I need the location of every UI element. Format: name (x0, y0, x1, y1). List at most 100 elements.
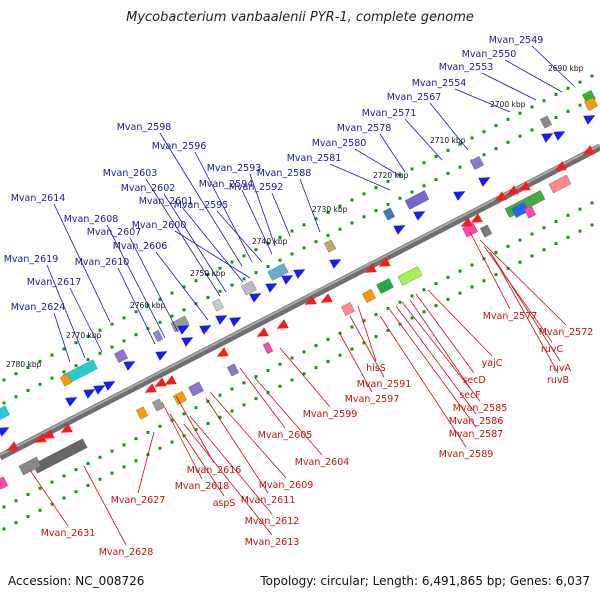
forward-gene-arrow[interactable] (281, 271, 295, 285)
forward-gene-arrow[interactable] (478, 173, 492, 187)
gene-label-mvan_2550[interactable]: Mvan_2550 (462, 49, 517, 60)
forward-gene-arrow[interactable] (393, 221, 407, 235)
gene-label-mvan_2614[interactable]: Mvan_2614 (11, 193, 66, 204)
gene-label-mvan_2627[interactable]: Mvan_2627 (111, 495, 166, 506)
reverse-label-layer[interactable]: Mvan_2577Mvan_2572ruvCruvAruvByajCsecDse… (29, 231, 594, 558)
reverse-gene-arrow[interactable] (458, 217, 473, 231)
forward-gene-arrow[interactable] (249, 289, 263, 303)
gene-label-mvan_2554[interactable]: Mvan_2554 (412, 78, 467, 89)
gene-label-ruva[interactable]: ruvA (549, 363, 572, 374)
gene-label-mvan_2599[interactable]: Mvan_2599 (303, 409, 358, 420)
forward-gene-arrow[interactable] (199, 321, 213, 335)
gene-label-mvan_2603[interactable]: Mvan_2603 (103, 168, 158, 179)
gene-label-mvan_2581[interactable]: Mvan_2581 (287, 153, 342, 164)
gene-label-mvan_2601[interactable]: Mvan_2601 (139, 196, 194, 207)
gene-label-mvan_2571[interactable]: Mvan_2571 (362, 108, 417, 119)
gene-label-secf[interactable]: secF (459, 390, 480, 401)
gene-label-mvan_2610[interactable]: Mvan_2610 (75, 257, 130, 268)
forward-gene-arrow[interactable] (103, 377, 117, 391)
reverse-gene-arrow[interactable] (376, 257, 391, 271)
gene-label-mvan_2631[interactable]: Mvan_2631 (41, 528, 96, 539)
gene-label-mvan_2586[interactable]: Mvan_2586 (449, 416, 504, 427)
forward-gene-arrow[interactable] (215, 311, 229, 325)
forward-gene-arrow[interactable] (83, 385, 97, 399)
gene-label-mvan_2613[interactable]: Mvan_2613 (245, 537, 300, 548)
forward-gene-arrow[interactable] (541, 129, 555, 143)
gene-label-mvan_2594[interactable]: Mvan_2594 (199, 179, 254, 190)
gene-label-mvan_2595[interactable]: Mvan_2595 (174, 200, 229, 211)
gene-label-mvan_2588[interactable]: Mvan_2588 (257, 168, 312, 179)
gene-label-mvan_2604[interactable]: Mvan_2604 (295, 457, 350, 468)
gene-label-mvan_2597[interactable]: Mvan_2597 (345, 394, 400, 405)
gene-label-mvan_2596[interactable]: Mvan_2596 (152, 141, 207, 152)
reverse-gene-arrow[interactable] (152, 377, 167, 391)
forward-gene-arrow[interactable] (293, 265, 307, 279)
forward-gene-arrow[interactable] (265, 279, 279, 293)
gene-label-yajc[interactable]: yajC (482, 358, 503, 369)
gene-label-mvan_2605[interactable]: Mvan_2605 (258, 430, 313, 441)
gene-label-mvan_2587[interactable]: Mvan_2587 (449, 429, 504, 440)
forward-gene-arrow[interactable] (329, 255, 343, 269)
gene-label-mvan_2591[interactable]: Mvan_2591 (357, 379, 412, 390)
gene-label-mvan_2608[interactable]: Mvan_2608 (64, 214, 119, 225)
forward-gene-arrow[interactable] (181, 333, 195, 347)
gene-label-mvan_2611[interactable]: Mvan_2611 (241, 495, 296, 506)
reverse-gene-arrow[interactable] (254, 327, 269, 341)
gene-label-mvan_2577[interactable]: Mvan_2577 (483, 311, 538, 322)
gene-label-mvan_2612[interactable]: Mvan_2612 (245, 516, 300, 527)
reverse-gene-arrow[interactable] (142, 383, 157, 397)
forward-gene-arrow[interactable] (453, 187, 467, 201)
reverse-gene-arrow[interactable] (516, 181, 531, 195)
gene-label-hiss[interactable]: hisS (366, 363, 386, 374)
gene-label-mvan_2585[interactable]: Mvan_2585 (453, 403, 508, 414)
gene-label-mvan_2600[interactable]: Mvan_2600 (132, 220, 187, 231)
gene-label-mvan_2589[interactable]: Mvan_2589 (439, 449, 494, 460)
gene-label-mvan_2567[interactable]: Mvan_2567 (387, 92, 442, 103)
reverse-gene-arrow[interactable] (58, 423, 73, 437)
reverse-gene-arrow[interactable] (274, 319, 289, 333)
forward-label-layer[interactable]: Mvan_2549 Mvan_2550 Mvan_2553 Mvan_2554 Mvan… (4, 35, 575, 363)
gene-label-ruvb[interactable]: ruvB (547, 375, 569, 386)
reverse-gene-arrow[interactable] (318, 293, 333, 307)
reverse-gene-arrow[interactable] (468, 213, 483, 227)
gene-label-mvan_2616[interactable]: Mvan_2616 (187, 465, 242, 476)
gene-label-asps[interactable]: aspS (213, 498, 236, 509)
reverse-gene-arrow[interactable] (492, 191, 507, 205)
reverse-gene-arrow[interactable] (362, 263, 377, 277)
forward-gene-arrow[interactable] (229, 313, 243, 327)
reverse-gene-arrow[interactable] (32, 433, 47, 447)
forward-gene-arrow[interactable] (177, 321, 191, 335)
gene-label-mvan_2598[interactable]: Mvan_2598 (117, 122, 172, 133)
reverse-gene-arrow[interactable] (504, 185, 519, 199)
forward-gene-arrow[interactable] (0, 423, 12, 437)
gene-label-mvan_2593[interactable]: Mvan_2593 (207, 163, 262, 174)
gene-label-mvan_2628[interactable]: Mvan_2628 (99, 547, 154, 558)
gene-label-mvan_2578[interactable]: Mvan_2578 (337, 123, 392, 134)
reverse-gene-arrow[interactable] (40, 429, 55, 443)
forward-gene-arrow[interactable] (123, 357, 137, 371)
gene-label-secd[interactable]: secD (462, 375, 485, 386)
reverse-gene-arrow[interactable] (214, 347, 229, 361)
reverse-gene-arrow[interactable] (302, 295, 317, 309)
reverse-gene-arrow[interactable] (580, 145, 595, 159)
gene-label-mvan_2619[interactable]: Mvan_2619 (4, 254, 59, 265)
forward-gene-arrow[interactable] (413, 207, 427, 221)
gene-label-mvan_2609[interactable]: Mvan_2609 (259, 480, 314, 491)
forward-gene-arrow[interactable] (155, 347, 169, 361)
gene-label-mvan_2549[interactable]: Mvan_2549 (489, 35, 544, 46)
gene-label-mvan_2618[interactable]: Mvan_2618 (175, 481, 230, 492)
gene-label-mvan_2592[interactable]: Mvan_2592 (229, 182, 284, 193)
reverse-gene-arrow[interactable] (552, 161, 567, 175)
gene-label-mvan_2553[interactable]: Mvan_2553 (439, 62, 494, 73)
gene-label-mvan_2580[interactable]: Mvan_2580 (312, 138, 367, 149)
forward-gene-arrow[interactable] (553, 127, 567, 141)
gene-label-mvan_2606[interactable]: Mvan_2606 (113, 241, 168, 252)
reverse-gene-arrow[interactable] (162, 375, 177, 389)
reverse-gene-arrow[interactable] (4, 441, 19, 455)
gene-label-mvan_2602[interactable]: Mvan_2602 (121, 183, 176, 194)
forward-gene-arrow[interactable] (93, 381, 107, 395)
gene-label-mvan_2572[interactable]: Mvan_2572 (539, 327, 594, 338)
forward-gene-arrow[interactable] (583, 111, 597, 125)
gene-label-mvan_2607[interactable]: Mvan_2607 (87, 227, 142, 238)
gene-label-mvan_2624[interactable]: Mvan_2624 (11, 302, 66, 313)
